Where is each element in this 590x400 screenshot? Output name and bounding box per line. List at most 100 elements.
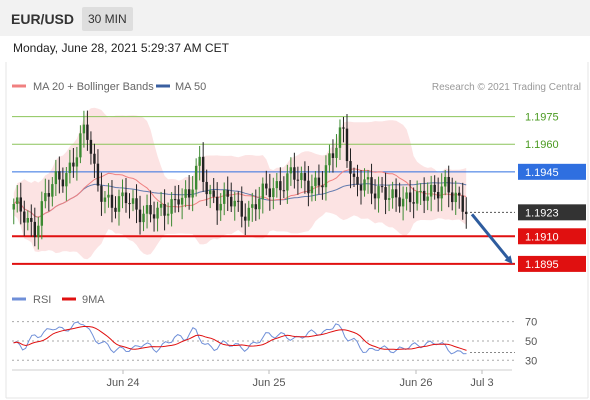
bollinger-band-area [13,107,467,260]
candle [272,177,275,210]
rsi-legend-label: RSI [33,294,51,306]
candle [380,176,384,193]
ma50-legend-label: MA 50 [175,81,206,93]
candle [251,192,254,222]
candle [198,145,201,181]
candle [377,176,380,213]
candle [335,134,338,168]
candle [275,172,279,198]
ma50-line [13,182,467,218]
rsi-legend: RSI 9MA [12,294,105,306]
bollinger-band [13,107,467,260]
candle [96,149,100,192]
candle [254,189,257,221]
candle [37,216,40,250]
candle [156,201,159,232]
candle [408,180,412,213]
candle [307,165,310,207]
candle [233,191,236,221]
candle [65,167,68,201]
candle [26,210,29,231]
candle [419,183,422,205]
candle [117,189,121,226]
candle [237,191,240,212]
chart-header: EUR/USD 30 MIN [0,0,590,36]
candle [461,182,464,220]
candle [173,185,177,213]
candle [142,205,145,232]
candle [433,175,436,200]
candle [342,116,345,143]
rsi-tick-label: 50 [525,336,537,348]
candle [356,164,359,197]
candle [244,203,247,236]
candle [216,182,219,225]
candle [145,194,149,229]
candle [187,175,191,210]
candle [219,193,222,221]
candle [131,189,135,212]
ma20-legend-label: MA 20 + Bollinger Bands [33,81,154,93]
candle [68,149,72,184]
candle [58,156,61,194]
candle [128,193,131,219]
candle [103,190,107,214]
candle [398,182,401,213]
level-labels: 1.1975 1.1960 1.1945 1.1923 1.1910 1.1895 [518,112,586,272]
candle [444,170,447,196]
candle [201,142,205,192]
candle [454,180,457,215]
candle [191,175,194,212]
rsi-tick-label: 30 [525,355,537,367]
rsi-ma-line [13,326,467,351]
resistance-label-1: 1.1960 [525,139,559,151]
timeframe-badge[interactable]: 30 MIN [82,7,133,31]
candle [321,171,324,200]
candle [54,159,58,196]
candle [293,152,296,189]
candle [124,178,128,213]
x-tick-label: Jul 3 [470,377,493,389]
candle [384,172,387,215]
candle [107,183,110,208]
candle [363,168,366,197]
x-tick-label: Jun 25 [252,377,285,389]
candle [12,198,15,225]
candle [184,180,187,208]
moving-averages [13,168,467,218]
chart-datetime: Monday, June 28, 2021 5:29:37 AM CET [13,41,229,55]
candle [436,177,440,212]
candle [458,186,461,209]
ma20-line [13,168,467,218]
candle [194,158,198,197]
candle [451,177,454,211]
candle [345,113,349,168]
candle [89,131,93,165]
candle [135,184,138,224]
candle [279,167,282,205]
candle [226,176,229,211]
support-label-4: 1.1910 [525,231,559,243]
candle [426,182,429,211]
candle [391,181,394,209]
candle [61,167,65,193]
candle [349,148,352,189]
x-tick-label: Jun 26 [399,377,432,389]
candle [230,182,233,213]
copyright-text: Research © 2021 Trading Central [432,82,581,93]
forecast-arrow-line [470,213,513,265]
x-axis-labels: Jun 24 Jun 25 Jun 26 Jul 3 [106,370,494,389]
candle [300,166,303,189]
candle [282,176,286,199]
candle [170,192,173,227]
forecast-arrow [470,213,513,265]
candle [286,164,289,204]
candle [82,110,86,148]
candle [303,161,307,194]
candle [465,197,468,229]
rsi-tick-label: 70 [525,317,537,329]
candle [324,155,328,201]
candle [33,207,36,247]
candle [212,178,215,204]
